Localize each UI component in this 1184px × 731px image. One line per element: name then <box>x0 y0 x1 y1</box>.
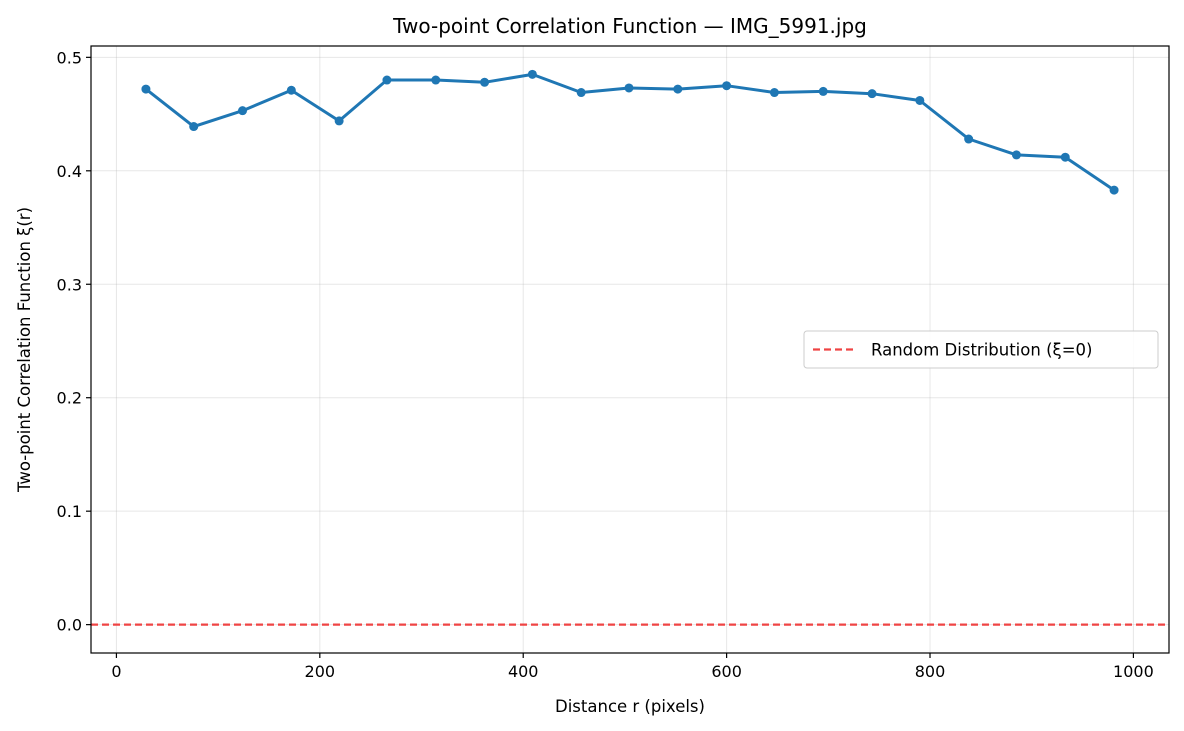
data-point-4 <box>334 116 344 126</box>
y-tick-label-3: 0.3 <box>57 275 82 294</box>
data-point-3 <box>286 85 296 95</box>
data-point-12 <box>722 81 732 91</box>
plot-frame <box>90 45 1170 654</box>
legend-box <box>803 330 1159 369</box>
chart-title: Two-point Correlation Function — IMG_599… <box>392 14 867 38</box>
data-point-16 <box>915 95 925 105</box>
x-tick-label-3: 600 <box>711 662 742 681</box>
data-point-15 <box>867 89 877 99</box>
data-point-19 <box>1060 152 1070 162</box>
data-point-17 <box>964 134 974 144</box>
data-point-7 <box>480 77 490 87</box>
x-axis-label: Distance r (pixels) <box>555 697 705 716</box>
data-point-20 <box>1109 185 1119 195</box>
data-point-9 <box>576 88 586 98</box>
data-point-2 <box>238 106 248 116</box>
data-point-5 <box>382 75 392 85</box>
y-tick-label-1: 0.1 <box>57 502 82 521</box>
x-ticks: 0 200 400 600 800 1000 <box>111 653 1154 681</box>
y-axis-label: Two-point Correlation Function ξ(r) <box>15 207 34 493</box>
data-point-0 <box>141 84 151 94</box>
data-point-10 <box>624 83 634 93</box>
legend: Random Distribution (ξ=0) <box>803 330 1159 369</box>
grid <box>91 46 1169 653</box>
data-point-8 <box>527 69 537 79</box>
data-point-18 <box>1011 150 1021 160</box>
y-tick-label-4: 0.4 <box>57 162 82 181</box>
y-tick-label-0: 0.0 <box>57 616 82 635</box>
series <box>141 69 1119 195</box>
data-point-1 <box>189 122 199 132</box>
x-tick-label-0: 0 <box>111 662 121 681</box>
data-point-14 <box>818 86 828 96</box>
y-tick-label-5: 0.5 <box>57 48 82 67</box>
y-ticks: 0.0 0.1 0.2 0.3 0.4 0.5 <box>57 48 91 635</box>
x-tick-label-4: 800 <box>915 662 946 681</box>
x-tick-label-1: 200 <box>305 662 336 681</box>
x-tick-label-5: 1000 <box>1113 662 1154 681</box>
legend-label-random-distribution: Random Distribution (ξ=0) <box>871 341 1092 360</box>
x-tick-label-2: 400 <box>508 662 539 681</box>
data-point-13 <box>769 88 779 98</box>
data-point-6 <box>431 75 441 85</box>
y-tick-label-2: 0.2 <box>57 389 82 408</box>
data-point-11 <box>673 84 683 94</box>
